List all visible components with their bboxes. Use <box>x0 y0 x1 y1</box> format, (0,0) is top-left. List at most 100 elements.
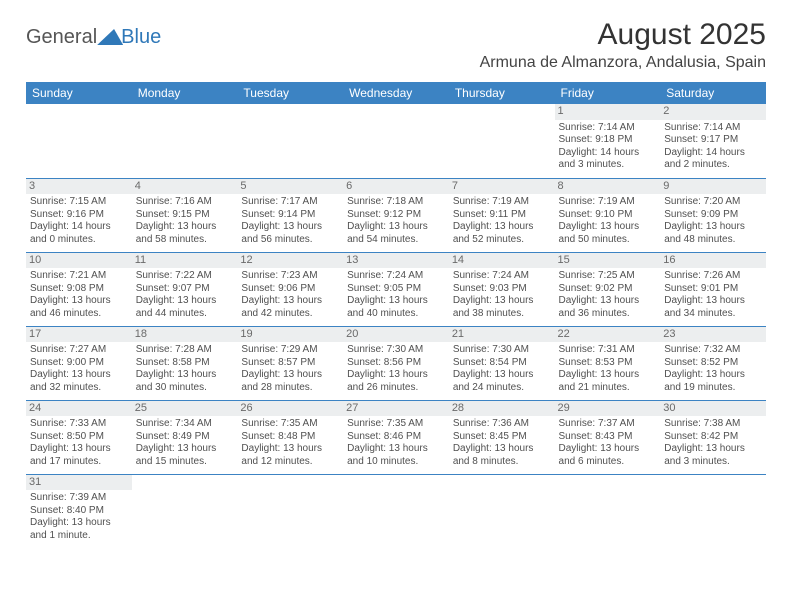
sunrise-line: Sunrise: 7:25 AM <box>559 270 657 283</box>
calendar-day-cell: 11Sunrise: 7:22 AMSunset: 9:07 PMDayligh… <box>132 252 238 326</box>
daylight-line: Daylight: 13 hours and 38 minutes. <box>453 295 551 320</box>
daylight-line: Daylight: 13 hours and 17 minutes. <box>30 443 128 468</box>
calendar-day-cell: 23Sunrise: 7:32 AMSunset: 8:52 PMDayligh… <box>660 326 766 400</box>
weekday-header: Tuesday <box>237 82 343 104</box>
calendar-day-cell <box>555 474 661 548</box>
calendar-day-cell: 16Sunrise: 7:26 AMSunset: 9:01 PMDayligh… <box>660 252 766 326</box>
sunset-line: Sunset: 9:01 PM <box>664 283 762 296</box>
daylight-line: Daylight: 13 hours and 24 minutes. <box>453 369 551 394</box>
sunset-line: Sunset: 9:14 PM <box>241 209 339 222</box>
sunset-line: Sunset: 8:46 PM <box>347 431 445 444</box>
sunset-line: Sunset: 8:48 PM <box>241 431 339 444</box>
daylight-line: Daylight: 13 hours and 6 minutes. <box>559 443 657 468</box>
sunset-line: Sunset: 8:49 PM <box>136 431 234 444</box>
page-subtitle: Armuna de Almanzora, Andalusia, Spain <box>26 54 766 72</box>
day-number: 20 <box>343 327 449 343</box>
calendar-day-cell <box>237 474 343 548</box>
calendar-day-cell: 17Sunrise: 7:27 AMSunset: 9:00 PMDayligh… <box>26 326 132 400</box>
calendar-day-cell: 4Sunrise: 7:16 AMSunset: 9:15 PMDaylight… <box>132 178 238 252</box>
calendar-day-cell: 13Sunrise: 7:24 AMSunset: 9:05 PMDayligh… <box>343 252 449 326</box>
sunrise-line: Sunrise: 7:35 AM <box>241 418 339 431</box>
calendar-day-cell <box>449 474 555 548</box>
weekday-header: Wednesday <box>343 82 449 104</box>
sunrise-line: Sunrise: 7:33 AM <box>30 418 128 431</box>
sunset-line: Sunset: 8:57 PM <box>241 357 339 370</box>
day-number: 23 <box>660 327 766 343</box>
daylight-line: Daylight: 13 hours and 21 minutes. <box>559 369 657 394</box>
weekday-header: Thursday <box>449 82 555 104</box>
day-number: 22 <box>555 327 661 343</box>
calendar-day-cell: 14Sunrise: 7:24 AMSunset: 9:03 PMDayligh… <box>449 252 555 326</box>
sunrise-line: Sunrise: 7:39 AM <box>30 492 128 505</box>
calendar-day-cell: 8Sunrise: 7:19 AMSunset: 9:10 PMDaylight… <box>555 178 661 252</box>
sunset-line: Sunset: 9:05 PM <box>347 283 445 296</box>
sunrise-line: Sunrise: 7:36 AM <box>453 418 551 431</box>
sunrise-line: Sunrise: 7:17 AM <box>241 196 339 209</box>
day-number: 6 <box>343 179 449 195</box>
sunrise-line: Sunrise: 7:34 AM <box>136 418 234 431</box>
calendar-day-cell <box>343 104 449 178</box>
calendar-day-cell: 6Sunrise: 7:18 AMSunset: 9:12 PMDaylight… <box>343 178 449 252</box>
daylight-line: Daylight: 13 hours and 19 minutes. <box>664 369 762 394</box>
sunrise-line: Sunrise: 7:20 AM <box>664 196 762 209</box>
calendar-day-cell: 15Sunrise: 7:25 AMSunset: 9:02 PMDayligh… <box>555 252 661 326</box>
day-number: 26 <box>237 401 343 417</box>
sunrise-line: Sunrise: 7:24 AM <box>453 270 551 283</box>
sunset-line: Sunset: 8:45 PM <box>453 431 551 444</box>
day-number: 14 <box>449 253 555 269</box>
day-number: 19 <box>237 327 343 343</box>
sunset-line: Sunset: 8:58 PM <box>136 357 234 370</box>
sunset-line: Sunset: 9:07 PM <box>136 283 234 296</box>
calendar-day-cell <box>237 104 343 178</box>
daylight-line: Daylight: 14 hours and 0 minutes. <box>30 221 128 246</box>
weekday-header-row: SundayMondayTuesdayWednesdayThursdayFrid… <box>26 82 766 104</box>
calendar-day-cell: 30Sunrise: 7:38 AMSunset: 8:42 PMDayligh… <box>660 400 766 474</box>
daylight-line: Daylight: 13 hours and 36 minutes. <box>559 295 657 320</box>
sunrise-line: Sunrise: 7:14 AM <box>559 122 657 135</box>
calendar-day-cell <box>343 474 449 548</box>
calendar-day-cell: 20Sunrise: 7:30 AMSunset: 8:56 PMDayligh… <box>343 326 449 400</box>
day-number: 28 <box>449 401 555 417</box>
calendar-day-cell: 21Sunrise: 7:30 AMSunset: 8:54 PMDayligh… <box>449 326 555 400</box>
daylight-line: Daylight: 13 hours and 12 minutes. <box>241 443 339 468</box>
calendar-day-cell: 2Sunrise: 7:14 AMSunset: 9:17 PMDaylight… <box>660 104 766 178</box>
daylight-line: Daylight: 13 hours and 15 minutes. <box>136 443 234 468</box>
sunset-line: Sunset: 8:52 PM <box>664 357 762 370</box>
daylight-line: Daylight: 13 hours and 54 minutes. <box>347 221 445 246</box>
sunset-line: Sunset: 9:18 PM <box>559 134 657 147</box>
sunset-line: Sunset: 9:03 PM <box>453 283 551 296</box>
calendar-day-cell <box>132 474 238 548</box>
daylight-line: Daylight: 13 hours and 42 minutes. <box>241 295 339 320</box>
day-number: 1 <box>555 104 661 120</box>
daylight-line: Daylight: 13 hours and 44 minutes. <box>136 295 234 320</box>
daylight-line: Daylight: 13 hours and 46 minutes. <box>30 295 128 320</box>
daylight-line: Daylight: 13 hours and 34 minutes. <box>664 295 762 320</box>
day-number: 2 <box>660 104 766 120</box>
day-number: 17 <box>26 327 132 343</box>
weekday-header: Friday <box>555 82 661 104</box>
sunset-line: Sunset: 9:09 PM <box>664 209 762 222</box>
day-number: 3 <box>26 179 132 195</box>
daylight-line: Daylight: 13 hours and 58 minutes. <box>136 221 234 246</box>
calendar-day-cell: 3Sunrise: 7:15 AMSunset: 9:16 PMDaylight… <box>26 178 132 252</box>
calendar-day-cell: 9Sunrise: 7:20 AMSunset: 9:09 PMDaylight… <box>660 178 766 252</box>
sunrise-line: Sunrise: 7:26 AM <box>664 270 762 283</box>
calendar-day-cell: 28Sunrise: 7:36 AMSunset: 8:45 PMDayligh… <box>449 400 555 474</box>
calendar-day-cell: 27Sunrise: 7:35 AMSunset: 8:46 PMDayligh… <box>343 400 449 474</box>
day-number: 21 <box>449 327 555 343</box>
calendar-day-cell <box>132 104 238 178</box>
weekday-header: Monday <box>132 82 238 104</box>
sunrise-line: Sunrise: 7:30 AM <box>453 344 551 357</box>
sunset-line: Sunset: 8:50 PM <box>30 431 128 444</box>
daylight-line: Daylight: 13 hours and 28 minutes. <box>241 369 339 394</box>
sunrise-line: Sunrise: 7:29 AM <box>241 344 339 357</box>
sunrise-line: Sunrise: 7:28 AM <box>136 344 234 357</box>
daylight-line: Daylight: 13 hours and 8 minutes. <box>453 443 551 468</box>
sunrise-line: Sunrise: 7:21 AM <box>30 270 128 283</box>
daylight-line: Daylight: 13 hours and 26 minutes. <box>347 369 445 394</box>
sunrise-line: Sunrise: 7:19 AM <box>453 196 551 209</box>
day-number: 10 <box>26 253 132 269</box>
daylight-line: Daylight: 13 hours and 1 minute. <box>30 517 128 542</box>
calendar-day-cell: 19Sunrise: 7:29 AMSunset: 8:57 PMDayligh… <box>237 326 343 400</box>
sunset-line: Sunset: 9:02 PM <box>559 283 657 296</box>
